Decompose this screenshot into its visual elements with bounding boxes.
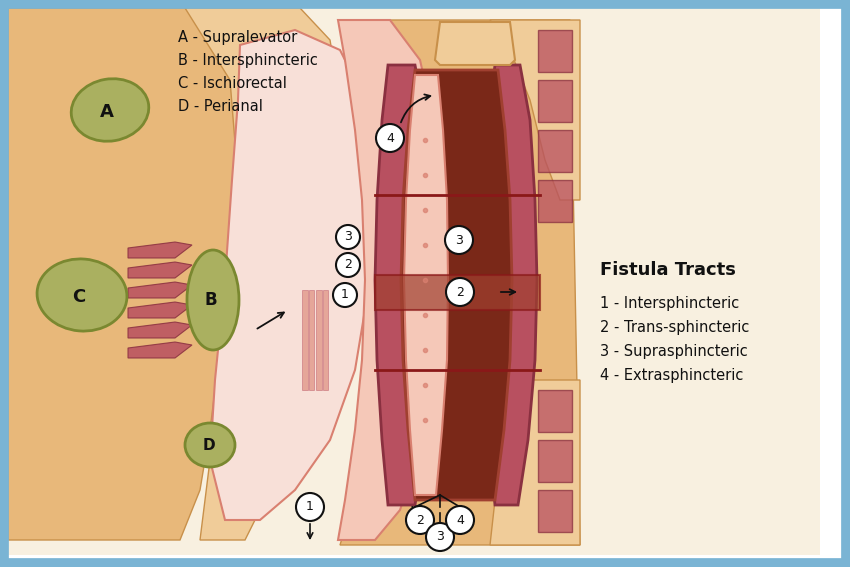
Text: D: D	[202, 438, 215, 454]
Polygon shape	[404, 75, 448, 495]
Polygon shape	[338, 20, 445, 540]
Text: 2: 2	[456, 286, 464, 298]
Polygon shape	[323, 290, 328, 390]
Polygon shape	[490, 20, 580, 200]
Text: 4: 4	[456, 514, 464, 527]
Polygon shape	[210, 30, 375, 520]
Circle shape	[406, 506, 434, 534]
Text: 1: 1	[341, 289, 349, 302]
Polygon shape	[128, 322, 192, 338]
Text: B: B	[205, 291, 218, 309]
Text: 3: 3	[436, 531, 444, 544]
Text: 3 - Suprasphincteric: 3 - Suprasphincteric	[600, 344, 748, 359]
Ellipse shape	[187, 250, 239, 350]
Circle shape	[296, 493, 324, 521]
Circle shape	[333, 283, 357, 307]
Polygon shape	[538, 390, 572, 432]
Text: 1: 1	[306, 501, 314, 514]
Polygon shape	[128, 282, 192, 298]
Ellipse shape	[37, 259, 127, 331]
Polygon shape	[538, 490, 572, 532]
Text: 2: 2	[416, 514, 424, 527]
Polygon shape	[538, 30, 572, 72]
Text: 1 - Intersphincteric: 1 - Intersphincteric	[600, 296, 740, 311]
Text: A: A	[100, 103, 114, 121]
Polygon shape	[185, 8, 340, 540]
Polygon shape	[538, 180, 572, 222]
Polygon shape	[480, 65, 537, 505]
Polygon shape	[375, 65, 435, 505]
Circle shape	[445, 226, 473, 254]
Polygon shape	[490, 380, 580, 545]
Polygon shape	[538, 440, 572, 482]
Polygon shape	[128, 242, 192, 258]
Text: 2 - Trans-sphincteric: 2 - Trans-sphincteric	[600, 320, 750, 335]
Circle shape	[426, 523, 454, 551]
Circle shape	[446, 278, 474, 306]
Circle shape	[336, 253, 360, 277]
Text: B - Intersphincteric: B - Intersphincteric	[178, 53, 318, 68]
Polygon shape	[340, 20, 580, 545]
Circle shape	[376, 124, 404, 152]
Text: 3: 3	[455, 234, 463, 247]
Circle shape	[336, 225, 360, 249]
Text: D - Perianal: D - Perianal	[178, 99, 263, 114]
Polygon shape	[316, 290, 322, 390]
Text: 4: 4	[386, 132, 394, 145]
Polygon shape	[302, 290, 308, 390]
Text: C: C	[72, 288, 86, 306]
Polygon shape	[375, 275, 540, 310]
Polygon shape	[538, 130, 572, 172]
Text: C - Ischiorectal: C - Ischiorectal	[178, 76, 286, 91]
Text: Fistula Tracts: Fistula Tracts	[600, 261, 736, 279]
Polygon shape	[435, 22, 515, 65]
Circle shape	[446, 506, 474, 534]
Polygon shape	[8, 8, 820, 555]
Polygon shape	[128, 302, 192, 318]
Text: 4 - Extrasphincteric: 4 - Extrasphincteric	[600, 368, 744, 383]
Polygon shape	[128, 342, 192, 358]
Polygon shape	[309, 290, 314, 390]
Polygon shape	[128, 262, 192, 278]
Text: 3: 3	[344, 231, 352, 243]
Polygon shape	[8, 8, 245, 540]
Polygon shape	[401, 70, 512, 500]
Polygon shape	[538, 80, 572, 122]
Ellipse shape	[185, 423, 235, 467]
Ellipse shape	[71, 79, 149, 141]
Text: 2: 2	[344, 259, 352, 272]
Text: A - Supralevator: A - Supralevator	[178, 30, 298, 45]
